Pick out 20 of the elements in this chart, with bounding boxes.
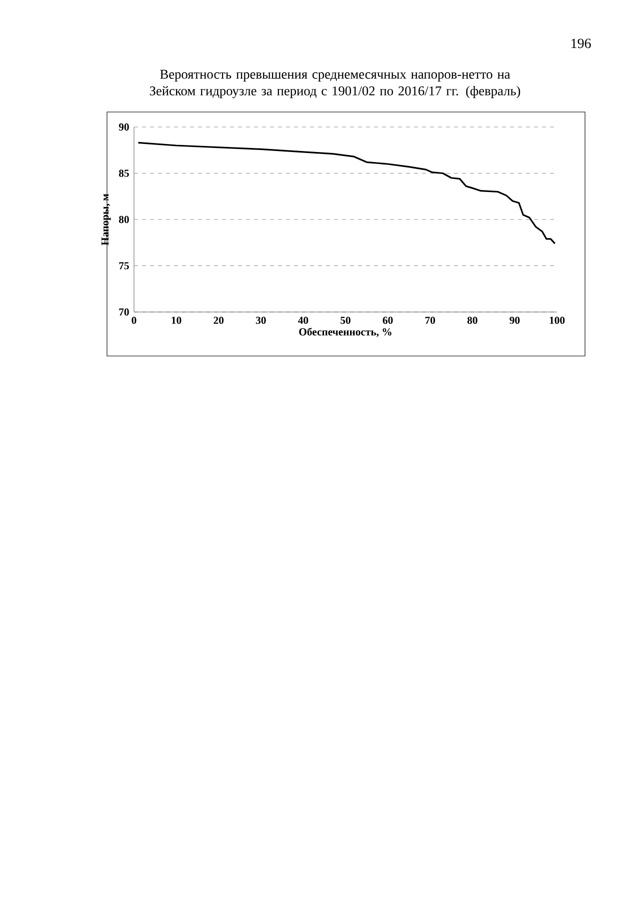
x-tick-label: 0	[132, 316, 136, 324]
y-tick-label: 85	[118, 170, 129, 177]
chart-title: Вероятность превышения среднемесячных напоров-нетто на Зейском гидроузле за период с 1901/02 по 2016/17 гг. (февраль)	[150, 70, 520, 98]
x-axis-title: Обеспеченность, %	[299, 328, 392, 338]
x-tick-label: 30	[256, 316, 266, 324]
y-axis-title: Напоры, м	[102, 194, 111, 246]
y-tick-label: 90	[118, 123, 129, 131]
text: 196	[572, 38, 591, 48]
x-tick-label: 60	[382, 316, 393, 324]
x-tick-label: 70	[425, 316, 436, 324]
x-tick-label: 10	[172, 316, 182, 324]
x-tick-label: 40	[298, 316, 308, 324]
y-tick-label: 70	[119, 308, 129, 316]
x-tick-label: 80	[467, 316, 478, 324]
x-tick-label: 100	[550, 316, 565, 324]
y-tick-label: 75	[119, 262, 129, 270]
x-tick-label: 20	[214, 316, 224, 324]
y-tick-label: 80	[118, 216, 129, 224]
x-tick-label: 50	[340, 316, 350, 324]
x-tick-label: 90	[510, 316, 520, 324]
